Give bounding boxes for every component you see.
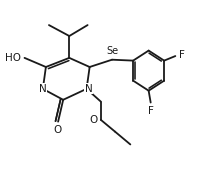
Text: Se: Se	[106, 46, 118, 56]
Text: HO: HO	[5, 53, 21, 63]
Text: O: O	[89, 115, 97, 125]
Text: F: F	[178, 50, 184, 60]
Text: O: O	[53, 125, 61, 135]
Text: N: N	[39, 84, 47, 94]
Text: F: F	[148, 106, 153, 116]
Text: N: N	[84, 84, 92, 94]
